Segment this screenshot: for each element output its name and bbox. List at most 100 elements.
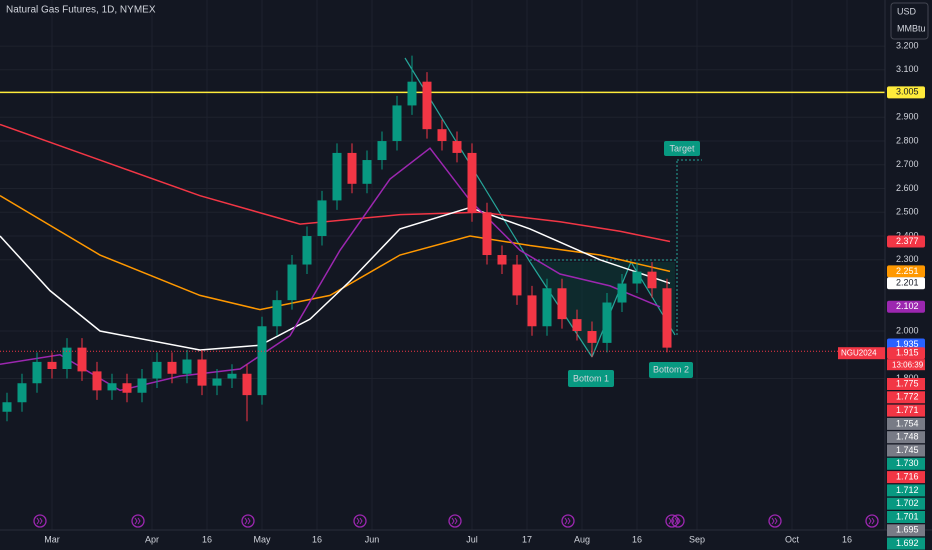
- event-icon[interactable]: [671, 514, 685, 528]
- event-icon[interactable]: [865, 514, 879, 528]
- annotation: Bottom 1: [573, 373, 609, 383]
- candle-body: [587, 331, 597, 343]
- event-icon[interactable]: [448, 514, 462, 528]
- candle-body: [572, 319, 582, 332]
- candle-body: [512, 264, 522, 296]
- candle-body: [527, 295, 537, 327]
- price-tag: [887, 277, 925, 290]
- moving-average: [0, 123, 671, 243]
- annotation-box: [649, 362, 693, 378]
- event-icon[interactable]: [33, 514, 47, 528]
- event-icon[interactable]: [241, 514, 255, 528]
- price-tag-label: 1.935: [896, 339, 919, 349]
- candle-body: [437, 129, 447, 142]
- y-tick-label: 2.400: [896, 230, 919, 240]
- candle-body: [242, 373, 252, 396]
- countdown-tag: [887, 359, 925, 371]
- candle-body: [122, 383, 132, 393]
- moving-average: [0, 195, 671, 311]
- price-tag: [887, 347, 925, 360]
- candle-body: [62, 347, 72, 370]
- stacked-tag-label: 1.716: [896, 471, 919, 481]
- candle-body: [227, 373, 237, 379]
- candle-body: [392, 105, 402, 142]
- y-tick-label: 2.800: [896, 135, 919, 145]
- price-tag: [887, 235, 925, 248]
- stacked-tag-label: 1.702: [896, 498, 919, 508]
- price-tag-label: 2.201: [896, 278, 919, 288]
- stacked-tag-label: 1.775: [896, 378, 919, 388]
- stacked-tag: [887, 431, 925, 444]
- event-icon-arrow: [36, 517, 43, 525]
- candle-body: [332, 152, 342, 201]
- symbol-label: NGU2024: [841, 348, 877, 357]
- candle-body: [482, 212, 492, 256]
- y-tick-label: 2.900: [896, 112, 919, 122]
- unit-box[interactable]: [890, 2, 929, 40]
- x-tick-label: Jul: [466, 534, 478, 544]
- annotation-box: [664, 141, 700, 156]
- candle-body: [257, 326, 267, 396]
- candle-body: [2, 402, 12, 412]
- candle-body: [467, 152, 477, 213]
- candle-body: [287, 264, 297, 301]
- event-icon[interactable]: [131, 514, 145, 528]
- y-tick-label: 2.500: [896, 207, 919, 217]
- symbol-tag: [838, 347, 885, 360]
- candle-body: [617, 283, 627, 303]
- event-icon-arrow: [356, 517, 363, 525]
- countdown-label: 13:06:39: [892, 360, 924, 369]
- candle-body: [152, 361, 162, 379]
- plot: [0, 55, 885, 528]
- stacked-tag: [887, 537, 925, 550]
- candle-body: [17, 383, 27, 403]
- candle-body: [197, 359, 207, 386]
- event-icon[interactable]: [561, 514, 575, 528]
- candle-body: [32, 361, 42, 384]
- candle-body: [302, 236, 312, 265]
- price-tag-label: 3.005: [896, 87, 919, 97]
- candle-body: [452, 141, 462, 153]
- event-icon-arrow: [451, 517, 458, 525]
- moving-average: [0, 206, 671, 351]
- candle-body: [272, 300, 282, 327]
- stacked-tag-label: 1.771: [896, 405, 919, 415]
- candle-body: [557, 288, 567, 320]
- stacked-tag: [887, 391, 925, 404]
- unit[interactable]: MMBtu: [897, 23, 926, 33]
- x-tick-label: Jun: [365, 534, 380, 544]
- candle-body: [647, 271, 657, 289]
- candle-body: [107, 383, 117, 391]
- candle-body: [632, 271, 642, 284]
- stacked-tag-label: 1.772: [896, 392, 919, 402]
- stacked-tag-label: 1.692: [896, 538, 919, 548]
- event-icon-arrow: [134, 517, 141, 525]
- event-icon-arrow: [868, 517, 875, 525]
- y-tick-label: 2.300: [896, 254, 919, 264]
- annotation-box: [568, 370, 614, 387]
- stacked-tag-label: 1.701: [896, 511, 919, 521]
- chart-title: Natural Gas Futures, 1D, NYMEX: [6, 5, 156, 16]
- event-icon[interactable]: [353, 514, 367, 528]
- event-icon[interactable]: [768, 514, 782, 528]
- stacked-tag: [887, 444, 925, 457]
- x-tick-label: 16: [632, 534, 642, 544]
- x-tick-label: 16: [202, 534, 212, 544]
- x-tick-label: May: [253, 534, 271, 544]
- stacked-tag: [887, 404, 925, 417]
- y-tick-label: 2.600: [896, 183, 919, 193]
- candle-body: [407, 81, 417, 106]
- annotations: Target Bottom 1 Bottom 2: [568, 141, 700, 387]
- currency[interactable]: USD: [897, 6, 917, 16]
- event-icon[interactable]: [665, 514, 679, 528]
- candle-body: [422, 81, 432, 130]
- stacked-tag: [887, 457, 925, 470]
- candle-body: [362, 160, 372, 184]
- x-tick-label: 17: [522, 534, 532, 544]
- price-tag: [887, 86, 925, 99]
- x-tick-label: 16: [842, 534, 852, 544]
- candle-body: [77, 347, 87, 372]
- grid: [0, 0, 885, 530]
- stacked-tag-label: 1.748: [896, 432, 919, 442]
